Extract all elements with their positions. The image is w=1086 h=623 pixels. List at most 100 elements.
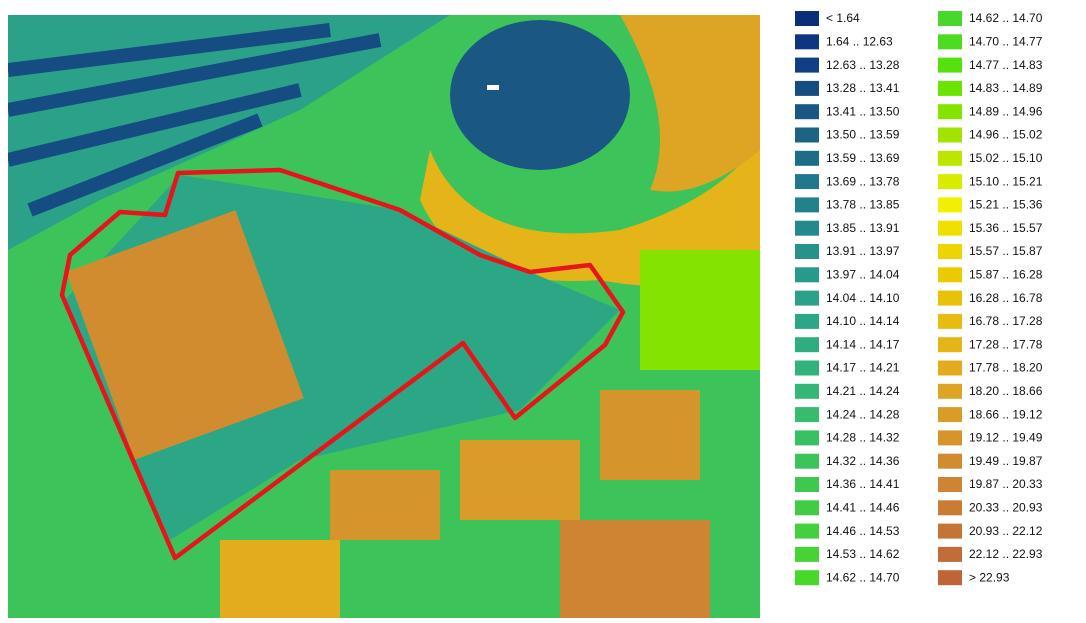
legend-label: 14.04 .. 14.10 (826, 291, 900, 305)
legend-label: 15.36 .. 15.57 (969, 221, 1043, 235)
legend-label: 14.28 .. 14.32 (826, 431, 900, 445)
legend-swatch (938, 267, 962, 282)
legend-label: 13.59 .. 13.69 (826, 151, 900, 165)
legend-label: 19.87 .. 20.33 (969, 477, 1043, 491)
legend-label: 14.24 .. 14.28 (826, 407, 900, 421)
legend-swatch (938, 174, 962, 189)
legend-swatch (938, 454, 962, 469)
legend-swatch (938, 477, 962, 492)
raster-nodata (487, 85, 499, 90)
legend-label: 14.70 .. 14.77 (969, 34, 1043, 48)
legend-label: 16.78 .. 17.28 (969, 314, 1043, 328)
legend-label: 18.66 .. 19.12 (969, 407, 1043, 421)
raster-building (460, 440, 580, 520)
legend-swatch (938, 128, 962, 143)
legend-swatch (795, 34, 819, 49)
legend-swatch (938, 384, 962, 399)
legend-label: 15.02 .. 15.10 (969, 151, 1043, 165)
legend-swatch (795, 384, 819, 399)
legend-label: 12.63 .. 13.28 (826, 58, 900, 72)
page: < 1.64 1.64 .. 12.63 12.63 .. 13.28 13.28 .… (0, 0, 1086, 618)
legend-swatch (938, 500, 962, 515)
legend-swatch (938, 197, 962, 212)
legend-label: 18.20 .. 18.66 (969, 384, 1043, 398)
legend-swatch (938, 314, 962, 329)
legend-label: 20.33 .. 20.93 (969, 500, 1043, 514)
legend-swatch (795, 407, 819, 422)
raster-building (220, 540, 340, 618)
legend-swatch (795, 454, 819, 469)
raster (8, 15, 760, 618)
legend-label: < 1.64 (826, 11, 860, 25)
legend-swatch (795, 244, 819, 259)
legend-swatch (938, 151, 962, 166)
legend-label: 19.49 .. 19.87 (969, 454, 1043, 468)
legend-label: 13.50 .. 13.59 (826, 128, 900, 142)
legend-label: 14.46 .. 14.53 (826, 524, 900, 538)
legend-swatch (795, 337, 819, 352)
legend-label: 14.10 .. 14.14 (826, 314, 900, 328)
map-view: < 1.64 1.64 .. 12.63 12.63 .. 13.28 13.28 .… (0, 0, 1086, 618)
legend-swatch (938, 524, 962, 539)
legend-swatch (938, 407, 962, 422)
legend-swatch (795, 58, 819, 73)
legend-swatch (938, 430, 962, 445)
legend-label: 22.12 .. 22.93 (969, 547, 1043, 561)
legend-swatch (938, 244, 962, 259)
legend-label: 15.10 .. 15.21 (969, 174, 1043, 188)
legend-swatch (795, 11, 819, 26)
legend-label: 14.89 .. 14.96 (969, 104, 1043, 118)
legend-label: 15.87 .. 16.28 (969, 267, 1043, 281)
legend-swatch (938, 291, 962, 306)
raster-building (560, 520, 710, 618)
legend-label: 13.85 .. 13.91 (826, 221, 900, 235)
legend-swatch (795, 477, 819, 492)
legend-swatch (795, 267, 819, 282)
legend-swatch (795, 81, 819, 96)
legend-label: 13.28 .. 13.41 (826, 81, 900, 95)
legend-label: 14.41 .. 14.46 (826, 500, 900, 514)
legend: < 1.64 1.64 .. 12.63 12.63 .. 13.28 13.28 .… (795, 11, 1043, 585)
legend-label: 14.14 .. 14.17 (826, 337, 900, 351)
legend-swatch (938, 221, 962, 236)
legend-swatch (795, 524, 819, 539)
legend-swatch (795, 291, 819, 306)
legend-label: 19.12 .. 19.49 (969, 431, 1043, 445)
legend-label: 14.53 .. 14.62 (826, 547, 900, 561)
legend-label: 14.21 .. 14.24 (826, 384, 900, 398)
legend-label: 14.96 .. 15.02 (969, 128, 1043, 142)
legend-label: 14.62 .. 14.70 (826, 570, 900, 584)
legend-swatch (938, 104, 962, 119)
legend-swatch (938, 81, 962, 96)
legend-swatch (795, 570, 819, 585)
legend-swatch (795, 500, 819, 515)
legend-swatch (938, 11, 962, 26)
raster-zone (640, 250, 760, 370)
legend-label: 14.32 .. 14.36 (826, 454, 900, 468)
legend-swatch (938, 570, 962, 585)
raster-building (330, 470, 440, 540)
legend-swatch (795, 361, 819, 376)
legend-swatch (795, 197, 819, 212)
legend-swatch (938, 547, 962, 562)
legend-label: 13.78 .. 13.85 (826, 198, 900, 212)
legend-swatch (938, 34, 962, 49)
legend-swatch (795, 151, 819, 166)
legend-label: 20.93 .. 22.12 (969, 524, 1043, 538)
legend-swatch (795, 174, 819, 189)
legend-label: 17.78 .. 18.20 (969, 361, 1043, 375)
legend-swatch (795, 430, 819, 445)
legend-swatch (795, 314, 819, 329)
raster-building (600, 390, 700, 480)
legend-swatch (938, 337, 962, 352)
legend-swatch (795, 547, 819, 562)
legend-label: 14.62 .. 14.70 (969, 11, 1043, 25)
legend-label: 1.64 .. 12.63 (826, 34, 893, 48)
legend-label: 16.28 .. 16.78 (969, 291, 1043, 305)
legend-swatch (938, 58, 962, 73)
legend-swatch (795, 104, 819, 119)
legend-label: 13.41 .. 13.50 (826, 104, 900, 118)
legend-label: 17.28 .. 17.78 (969, 337, 1043, 351)
legend-swatch (795, 221, 819, 236)
legend-label: 15.57 .. 15.87 (969, 244, 1043, 258)
